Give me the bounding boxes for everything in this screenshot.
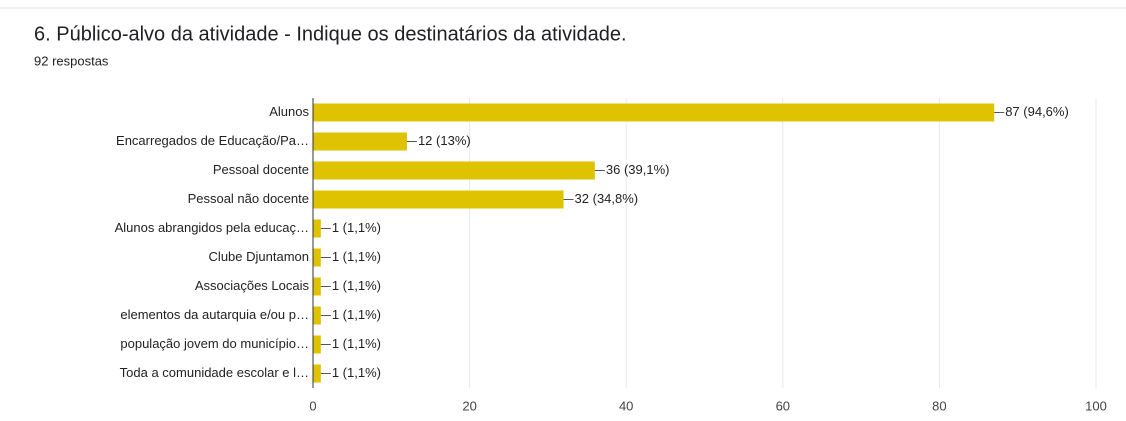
x-tick-label: 100 — [1085, 398, 1107, 413]
y-tick-label: Alunos abrangidos pela educaç… — [115, 220, 309, 235]
x-tick-label: 0 — [309, 398, 316, 413]
x-tick-label: 60 — [776, 398, 790, 413]
y-tick-label: Pessoal docente — [213, 162, 309, 177]
data-label: 1 (1,1%) — [332, 278, 381, 293]
data-label: 87 (94,6%) — [1005, 104, 1069, 119]
y-tick-label: Toda a comunidade escolar e l… — [120, 365, 309, 380]
data-label: 36 (39,1%) — [606, 162, 670, 177]
y-tick-label: Clube Djuntamon — [209, 249, 309, 264]
bar — [313, 306, 321, 325]
plot: 87 (94,6%) 12 (13%) 36 (39,1%) 32 (34,8%) 1 … — [313, 103, 1069, 383]
data-label: 1 (1,1%) — [332, 365, 381, 380]
bar — [313, 132, 407, 151]
x-tick-label: 80 — [932, 398, 946, 413]
bar — [313, 248, 321, 267]
y-tick-label: elementos da autarquia e/ou p… — [120, 307, 309, 322]
bar — [313, 103, 995, 122]
data-label: 32 (34,8%) — [575, 191, 639, 206]
data-label: 1 (1,1%) — [332, 307, 381, 322]
data-label: 1 (1,1%) — [332, 220, 381, 235]
y-tick-label: Encarregados de Educação/Pa… — [116, 133, 309, 148]
data-label: 1 (1,1%) — [332, 249, 381, 264]
bar — [313, 161, 595, 180]
data-label: 1 (1,1%) — [332, 336, 381, 351]
bar — [313, 277, 321, 296]
bar — [313, 335, 321, 354]
y-tick-label: Associações Locais — [195, 278, 310, 293]
x-tick-label: 20 — [462, 398, 476, 413]
y-tick-label: Alunos — [269, 104, 309, 119]
data-label: 12 (13%) — [418, 133, 471, 148]
x-tick-label: 40 — [619, 398, 633, 413]
chart-title: 6. Público-alvo da atividade - Indique o… — [34, 23, 627, 45]
bar — [313, 190, 564, 209]
y-tick-label: população jovem do município… — [120, 336, 309, 351]
y-tick-label: Pessoal não docente — [188, 191, 309, 206]
chart-subtitle: 92 respostas — [34, 53, 109, 68]
bar — [313, 219, 321, 238]
bar — [313, 364, 321, 383]
